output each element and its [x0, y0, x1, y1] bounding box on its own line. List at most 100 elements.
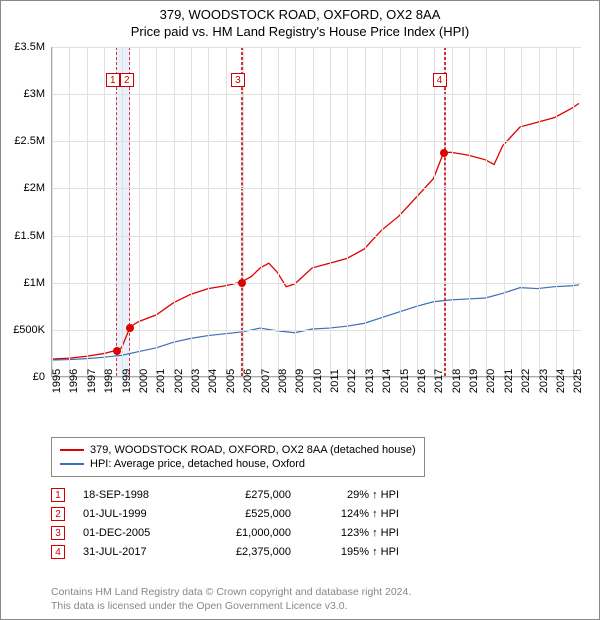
grid-line-v	[521, 47, 522, 376]
x-axis-label: 2005	[225, 369, 237, 393]
grid-line-v	[226, 47, 227, 376]
sale-point-marker	[113, 347, 121, 355]
grid-line-v	[243, 47, 244, 376]
grid-line-h	[52, 141, 581, 142]
transaction-row: 301-DEC-2005£1,000,000123% ↑ HPI	[51, 526, 399, 540]
x-axis-label: 2009	[294, 369, 306, 393]
x-axis-label: 2014	[381, 369, 393, 393]
sale-point-marker	[440, 149, 448, 157]
transaction-index-box: 3	[51, 526, 65, 540]
y-axis-label: £1M	[24, 277, 45, 289]
x-axis-label: 2017	[433, 369, 445, 393]
transaction-date: 31-JUL-2017	[83, 546, 183, 558]
x-axis-label: 2016	[416, 369, 428, 393]
x-axis-label: 2011	[329, 369, 341, 393]
grid-line-v	[156, 47, 157, 376]
x-axis-label: 2012	[346, 369, 358, 393]
footer-line1: Contains HM Land Registry data © Crown c…	[51, 585, 589, 599]
x-axis-label: 1997	[86, 369, 98, 393]
x-axis-label: 2018	[451, 369, 463, 393]
footer-line2: This data is licensed under the Open Gov…	[51, 599, 589, 613]
transaction-index-box: 2	[51, 507, 65, 521]
legend-label: HPI: Average price, detached house, Oxfo…	[90, 458, 305, 470]
marker-box: 4	[433, 73, 447, 87]
transaction-pct: 124% ↑ HPI	[309, 508, 399, 520]
grid-line-v	[452, 47, 453, 376]
marker-box: 2	[120, 73, 134, 87]
legend-swatch	[60, 449, 84, 451]
marker-box: 3	[231, 73, 245, 87]
plot-area: 12 3 4	[51, 47, 581, 377]
x-axis-label: 2020	[485, 369, 497, 393]
x-axis-label: 2002	[173, 369, 185, 393]
grid-line-v	[504, 47, 505, 376]
grid-line-h	[52, 283, 581, 284]
grid-line-v	[69, 47, 70, 376]
grid-line-v	[469, 47, 470, 376]
x-axis-label: 1996	[68, 369, 80, 393]
y-axis-label: £3.5M	[14, 41, 45, 53]
footer-text: Contains HM Land Registry data © Crown c…	[51, 585, 589, 613]
x-axis-label: 2006	[242, 369, 254, 393]
sale-point-marker	[126, 324, 134, 332]
grid-line-v	[174, 47, 175, 376]
transaction-index-box: 4	[51, 545, 65, 559]
x-axis-label: 1995	[51, 369, 63, 393]
grid-line-v	[382, 47, 383, 376]
x-axis-label: 2007	[260, 369, 272, 393]
y-axis-label: £500K	[13, 324, 45, 336]
title-address: 379, WOODSTOCK ROAD, OXFORD, OX2 8AA	[1, 7, 599, 22]
y-axis-label: £3M	[24, 88, 45, 100]
grid-line-v	[573, 47, 574, 376]
transaction-index-box: 1	[51, 488, 65, 502]
x-axis-label: 2008	[277, 369, 289, 393]
x-axis-label: 2010	[312, 369, 324, 393]
y-axis-label: £2.5M	[14, 135, 45, 147]
transaction-price: £2,375,000	[201, 546, 291, 558]
x-axis-label: 2000	[138, 369, 150, 393]
grid-line-v	[347, 47, 348, 376]
transaction-row: 201-JUL-1999£525,000124% ↑ HPI	[51, 507, 399, 521]
legend-swatch	[60, 463, 84, 465]
grid-line-v	[104, 47, 105, 376]
grid-line-v	[208, 47, 209, 376]
grid-line-v	[539, 47, 540, 376]
grid-line-v	[434, 47, 435, 376]
x-axis-label: 1999	[121, 369, 133, 393]
grid-line-v	[556, 47, 557, 376]
y-axis-label: £0	[33, 371, 45, 383]
grid-line-h	[52, 188, 581, 189]
grid-line-v	[122, 47, 123, 376]
transaction-price: £525,000	[201, 508, 291, 520]
marker-box: 1	[106, 73, 120, 87]
legend-box: 379, WOODSTOCK ROAD, OXFORD, OX2 8AA (de…	[51, 437, 425, 477]
x-axis-label: 2024	[555, 369, 567, 393]
title-subtitle: Price paid vs. HM Land Registry's House …	[1, 24, 599, 39]
chart-container: 379, WOODSTOCK ROAD, OXFORD, OX2 8AA Pri…	[0, 0, 600, 620]
x-axis-label: 2001	[155, 369, 167, 393]
grid-line-v	[313, 47, 314, 376]
grid-line-v	[417, 47, 418, 376]
grid-line-v	[365, 47, 366, 376]
transaction-date: 01-DEC-2005	[83, 527, 183, 539]
transaction-price: £1,000,000	[201, 527, 291, 539]
grid-line-h	[52, 47, 581, 48]
grid-line-v	[87, 47, 88, 376]
transaction-row: 118-SEP-1998£275,00029% ↑ HPI	[51, 488, 399, 502]
grid-line-v	[486, 47, 487, 376]
x-axis-label: 2004	[207, 369, 219, 393]
y-axis-label: £2M	[24, 182, 45, 194]
x-axis-label: 2022	[520, 369, 532, 393]
legend-item: HPI: Average price, detached house, Oxfo…	[60, 458, 416, 470]
grid-line-h	[52, 94, 581, 95]
grid-line-v	[278, 47, 279, 376]
sale-point-marker	[238, 279, 246, 287]
series-hpi	[52, 285, 579, 360]
x-axis-label: 2013	[364, 369, 376, 393]
grid-line-v	[139, 47, 140, 376]
grid-line-v	[330, 47, 331, 376]
y-axis-label: £1.5M	[14, 230, 45, 242]
x-axis-label: 2019	[468, 369, 480, 393]
x-axis-label: 2023	[538, 369, 550, 393]
title-block: 379, WOODSTOCK ROAD, OXFORD, OX2 8AA Pri…	[1, 1, 599, 41]
